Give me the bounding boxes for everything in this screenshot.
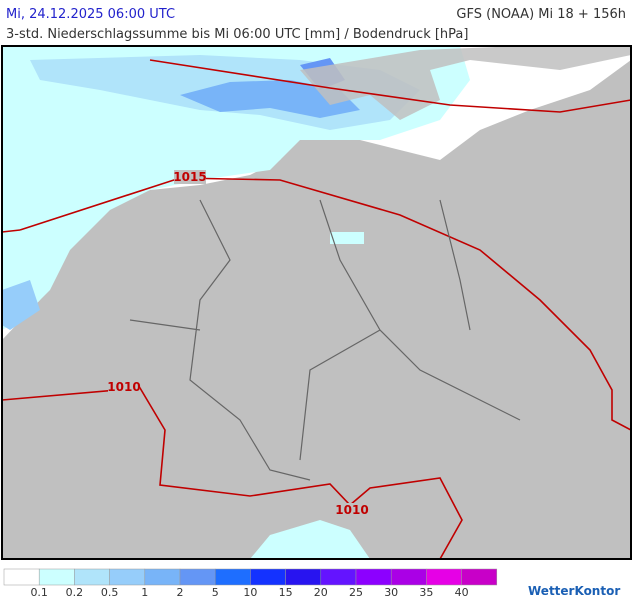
legend-label: 35 [419,586,433,599]
legend-swatch [461,568,498,586]
legend-swatch [179,568,216,586]
subtitle: 3-std. Niederschlagssumme bis Mi 06:00 U… [6,27,468,42]
legend-swatch [390,568,427,586]
legend-swatch [355,568,392,586]
legend-label: 25 [349,586,363,599]
map-frame [1,45,632,560]
legend-label: 20 [314,586,328,599]
legend-swatch [285,568,322,586]
legend-label: 5 [212,586,219,599]
legend-swatch [214,568,251,586]
precip-west [2,280,40,330]
legend: 0.1 0.2 0.5 1 2 5 10 15 20 25 30 35 40 [3,568,498,599]
legend-label: 10 [243,586,257,599]
isobar-label: 1015 [173,170,206,184]
legend-swatch [320,568,357,586]
legend-swatch [426,568,462,586]
legend-label: 0.1 [30,586,48,599]
legend-swatch [109,568,146,586]
legend-label: 2 [177,586,184,599]
legend-label: 0.5 [101,586,119,599]
brand: WetterKontor [528,584,620,598]
isobar-1010 [2,387,463,559]
legend-label: 30 [384,586,398,599]
borders [129,199,521,481]
legend-label: 40 [455,586,469,599]
precip-spot [330,232,364,244]
isobar-1015-start [2,229,21,233]
isobar-1015 [19,177,631,431]
label-bg [174,170,206,184]
legend-label: 1 [141,586,148,599]
legend-swatch [250,568,286,586]
isobar-label: 1010 [107,380,140,394]
precip-strong [180,80,360,118]
date: Mi, 24.12.2025 06:00 UTC [6,7,175,22]
denmark-land [300,46,631,120]
map: 1015 1010 1010 [1,45,632,560]
legend-label: 15 [279,586,293,599]
label-bg [108,380,140,394]
isobar-label: 1010 [335,503,368,517]
legend-swatch [74,568,110,586]
isobar-north [149,59,631,113]
model: GFS (NOAA) Mi 18 + 156h [456,7,626,22]
legend-swatch [38,568,75,586]
legend-swatch [3,568,40,586]
legend-swatch [144,568,181,586]
legend-label: 0.2 [66,586,84,599]
label-bg [336,503,368,517]
precip-south [250,520,370,559]
